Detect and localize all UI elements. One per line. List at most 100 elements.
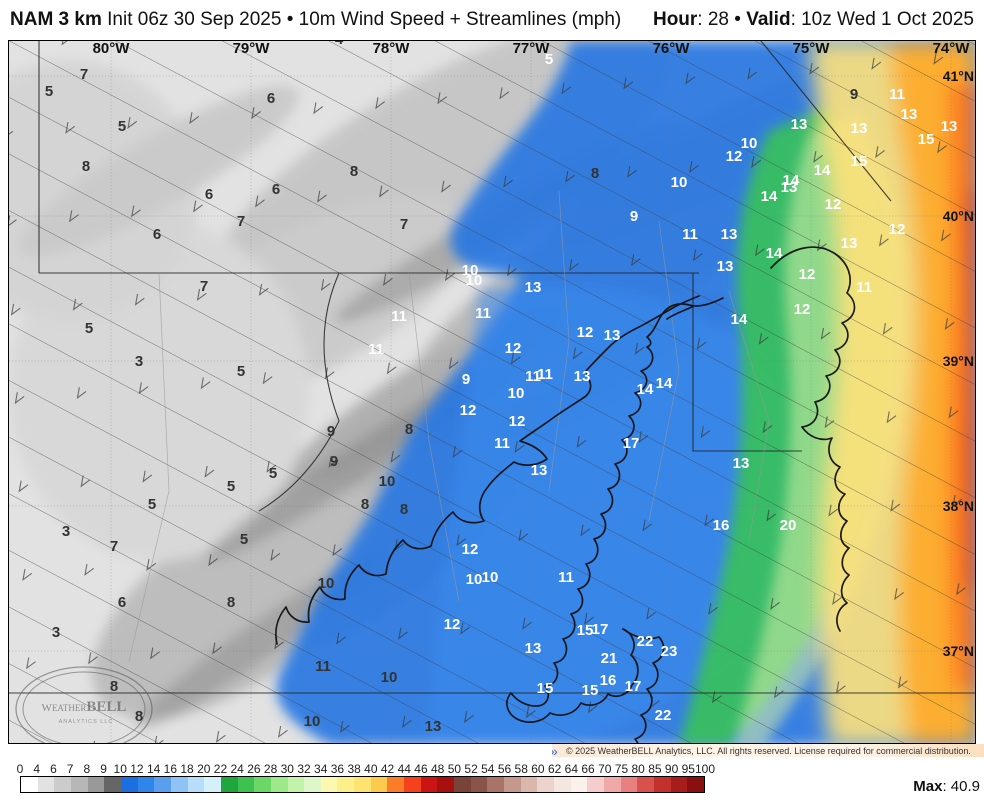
svg-text:16: 16 bbox=[600, 672, 617, 689]
svg-text:17: 17 bbox=[592, 621, 609, 638]
svg-text:13: 13 bbox=[717, 258, 734, 275]
svg-text:7: 7 bbox=[110, 538, 118, 555]
svg-text:5: 5 bbox=[240, 531, 248, 548]
svg-text:13: 13 bbox=[721, 226, 738, 243]
svg-text:5: 5 bbox=[545, 51, 553, 68]
svg-text:13: 13 bbox=[425, 718, 442, 735]
svg-text:13: 13 bbox=[733, 455, 750, 472]
svg-text:4: 4 bbox=[335, 41, 344, 48]
svg-text:12: 12 bbox=[509, 413, 526, 430]
svg-text:22: 22 bbox=[637, 633, 654, 650]
svg-text:10: 10 bbox=[671, 174, 688, 191]
svg-text:13: 13 bbox=[574, 368, 591, 385]
svg-text:3: 3 bbox=[52, 624, 60, 641]
svg-text:8: 8 bbox=[135, 708, 143, 725]
svg-text:10: 10 bbox=[318, 575, 335, 592]
svg-text:7: 7 bbox=[400, 216, 408, 233]
svg-text:12: 12 bbox=[825, 196, 842, 213]
svg-text:8: 8 bbox=[110, 678, 118, 695]
svg-text:8: 8 bbox=[82, 158, 90, 175]
svg-text:10: 10 bbox=[466, 571, 483, 588]
svg-text:10: 10 bbox=[304, 713, 321, 730]
svg-text:9: 9 bbox=[462, 371, 470, 388]
svg-text:14: 14 bbox=[814, 162, 831, 179]
svg-text:11: 11 bbox=[537, 366, 553, 383]
svg-text:10: 10 bbox=[466, 272, 483, 289]
svg-text:11: 11 bbox=[682, 226, 698, 243]
svg-text:10: 10 bbox=[379, 473, 396, 490]
svg-text:14: 14 bbox=[731, 311, 748, 328]
svg-text:21: 21 bbox=[601, 650, 618, 667]
svg-text:17: 17 bbox=[623, 435, 640, 452]
svg-text:13: 13 bbox=[604, 327, 621, 344]
svg-text:6: 6 bbox=[267, 90, 275, 107]
svg-text:14: 14 bbox=[766, 245, 783, 262]
svg-text:11: 11 bbox=[558, 569, 574, 586]
svg-text:14: 14 bbox=[761, 188, 778, 205]
svg-text:ANALYTICS LLC: ANALYTICS LLC bbox=[59, 719, 114, 725]
svg-text:9: 9 bbox=[327, 423, 335, 440]
svg-text:20: 20 bbox=[780, 517, 797, 534]
svg-text:12: 12 bbox=[799, 266, 816, 283]
svg-text:6: 6 bbox=[272, 181, 280, 198]
svg-text:11: 11 bbox=[475, 305, 491, 322]
svg-text:13: 13 bbox=[525, 279, 542, 296]
svg-text:8: 8 bbox=[591, 165, 599, 182]
svg-text:11: 11 bbox=[391, 308, 407, 325]
svg-text:7: 7 bbox=[237, 213, 245, 230]
svg-text:6: 6 bbox=[205, 186, 213, 203]
svg-text:12: 12 bbox=[460, 402, 477, 419]
svg-text:3: 3 bbox=[135, 353, 143, 370]
svg-text:3: 3 bbox=[62, 523, 70, 540]
svg-text:5: 5 bbox=[148, 496, 156, 513]
svg-text:13: 13 bbox=[841, 235, 858, 252]
svg-text:11: 11 bbox=[494, 435, 510, 452]
svg-text:6: 6 bbox=[118, 594, 126, 611]
svg-text:12: 12 bbox=[889, 221, 906, 238]
svg-text:12: 12 bbox=[505, 340, 522, 357]
svg-text:7: 7 bbox=[200, 278, 208, 295]
svg-text:5: 5 bbox=[118, 118, 126, 135]
svg-text:9: 9 bbox=[850, 86, 858, 103]
svg-text:13: 13 bbox=[791, 116, 808, 133]
svg-text:14: 14 bbox=[783, 172, 800, 189]
svg-text:16: 16 bbox=[713, 517, 730, 534]
svg-text:7: 7 bbox=[80, 66, 88, 83]
svg-text:10: 10 bbox=[741, 135, 758, 152]
svg-text:5: 5 bbox=[269, 465, 277, 482]
svg-text:13: 13 bbox=[851, 120, 868, 137]
svg-text:12: 12 bbox=[444, 616, 461, 633]
svg-text:12: 12 bbox=[462, 541, 479, 558]
svg-text:14: 14 bbox=[656, 375, 673, 392]
svg-text:5: 5 bbox=[45, 83, 53, 100]
svg-text:8: 8 bbox=[361, 496, 369, 513]
svg-text:13: 13 bbox=[525, 640, 542, 657]
svg-text:22: 22 bbox=[655, 707, 672, 724]
svg-text:8: 8 bbox=[400, 501, 408, 518]
svg-text:8: 8 bbox=[405, 421, 413, 438]
svg-text:8: 8 bbox=[227, 594, 235, 611]
svg-text:15: 15 bbox=[918, 131, 935, 148]
svg-text:10: 10 bbox=[508, 385, 525, 402]
svg-text:12: 12 bbox=[794, 301, 811, 318]
svg-text:17: 17 bbox=[625, 678, 642, 695]
svg-text:9: 9 bbox=[630, 208, 638, 225]
svg-text:12: 12 bbox=[726, 148, 743, 165]
svg-text:15: 15 bbox=[582, 682, 599, 699]
svg-text:12: 12 bbox=[577, 324, 594, 341]
svg-text:5: 5 bbox=[85, 320, 93, 337]
svg-text:10: 10 bbox=[482, 569, 499, 586]
svg-text:10: 10 bbox=[381, 669, 398, 686]
svg-text:11: 11 bbox=[315, 658, 331, 675]
svg-text:5: 5 bbox=[237, 363, 245, 380]
svg-text:13: 13 bbox=[941, 118, 958, 135]
svg-text:15: 15 bbox=[537, 680, 554, 697]
svg-text:13: 13 bbox=[531, 462, 548, 479]
svg-text:23: 23 bbox=[661, 643, 678, 660]
svg-text:6: 6 bbox=[153, 226, 161, 243]
svg-text:14: 14 bbox=[637, 381, 654, 398]
svg-text:11: 11 bbox=[368, 341, 384, 358]
svg-text:13: 13 bbox=[901, 106, 918, 123]
svg-text:11: 11 bbox=[856, 279, 872, 296]
svg-text:15: 15 bbox=[851, 153, 868, 170]
